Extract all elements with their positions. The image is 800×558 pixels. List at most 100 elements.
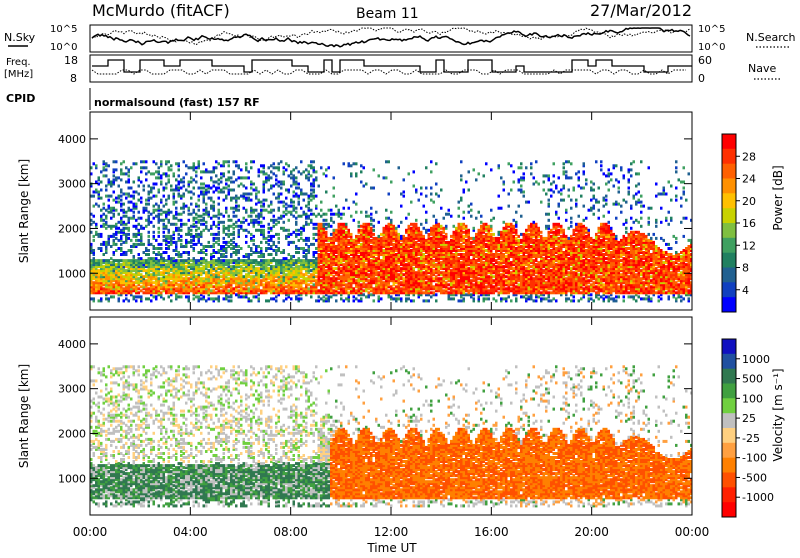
heatmap-cell xyxy=(155,291,158,295)
heatmap-cell xyxy=(240,277,243,281)
heatmap-cell xyxy=(120,242,123,246)
heatmap-cell xyxy=(152,208,155,212)
heatmap-cell xyxy=(102,174,105,178)
heatmap-cell xyxy=(260,283,263,287)
heatmap-cell xyxy=(282,289,285,293)
heatmap-cell xyxy=(95,265,98,269)
heatmap-cell xyxy=(422,253,425,256)
heatmap-cell xyxy=(265,283,268,287)
heatmap-cell xyxy=(170,281,173,285)
heatmap-cell xyxy=(202,271,205,275)
heatmap-cell xyxy=(140,200,143,204)
heatmap-cell xyxy=(112,291,115,295)
heatmap-cell xyxy=(290,172,293,176)
heatmap-cell xyxy=(172,194,175,198)
heatmap-cell xyxy=(145,208,148,212)
heatmap-cell xyxy=(227,214,230,218)
heatmap-cell xyxy=(217,196,220,200)
heatmap-cell xyxy=(245,291,248,295)
heatmap-cell xyxy=(137,184,140,188)
heatmap-cell xyxy=(247,257,250,261)
heatmap-cell xyxy=(265,265,268,269)
heatmap-cell xyxy=(232,281,235,285)
heatmap-cell xyxy=(97,281,100,285)
heatmap-cell xyxy=(192,281,195,285)
heatmap-cell xyxy=(305,277,308,281)
heatmap-cell xyxy=(277,281,280,285)
heatmap-cell xyxy=(115,176,118,180)
heatmap-cell xyxy=(247,299,250,303)
heatmap-cell xyxy=(275,295,278,299)
heatmap-cell xyxy=(177,226,180,230)
heatmap-cell xyxy=(167,194,170,198)
heatmap-cell xyxy=(267,299,270,303)
heatmap-cell xyxy=(295,269,298,273)
heatmap-cell xyxy=(282,261,285,265)
heatmap-cell xyxy=(175,184,178,188)
heatmap-cell xyxy=(142,291,145,295)
heatmap-cell xyxy=(347,238,350,242)
heatmap-cell xyxy=(290,200,293,204)
heatmap-cell xyxy=(132,245,135,248)
heatmap-cell xyxy=(227,277,230,281)
heatmap-cell xyxy=(267,271,270,275)
heatmap-cell xyxy=(247,273,250,277)
heatmap-cell xyxy=(107,210,110,214)
heatmap-cell xyxy=(200,182,203,186)
heatmap-cell xyxy=(137,265,140,269)
heatmap-cell xyxy=(222,253,225,256)
heatmap-cell xyxy=(292,273,295,277)
heatmap-cell xyxy=(112,271,115,275)
heatmap-cell xyxy=(167,230,170,234)
heatmap-cell xyxy=(212,263,215,267)
heatmap-cell xyxy=(172,281,175,285)
heatmap-cell xyxy=(395,285,398,289)
heatmap-cell xyxy=(190,289,193,293)
heatmap-cell xyxy=(175,242,178,246)
heatmap-cell xyxy=(295,283,298,287)
heatmap-cell xyxy=(217,285,220,289)
heatmap-cell xyxy=(112,287,115,291)
heatmap-cell xyxy=(120,253,123,256)
heatmap-cell xyxy=(297,283,300,287)
heatmap-cell xyxy=(247,196,250,200)
heatmap-cell xyxy=(117,277,120,281)
heatmap-cell xyxy=(295,176,298,180)
heatmap-cell xyxy=(102,160,105,164)
heatmap-cell xyxy=(242,289,245,293)
heatmap-cell xyxy=(190,180,193,184)
heatmap-cell xyxy=(142,166,145,170)
heatmap-cell xyxy=(285,291,288,295)
heatmap-cell xyxy=(145,261,148,265)
heatmap-cell xyxy=(200,287,203,291)
heatmap-cell xyxy=(307,279,310,283)
heatmap-cell xyxy=(92,283,95,287)
heatmap-cell xyxy=(135,224,138,228)
heatmap-cell xyxy=(305,168,308,172)
heatmap-cell xyxy=(135,218,138,222)
heatmap-cell xyxy=(122,289,125,293)
heatmap-cell xyxy=(192,265,195,269)
heatmap-cell xyxy=(95,166,98,170)
heatmap-cell xyxy=(202,198,205,202)
heatmap-cell xyxy=(107,263,110,267)
heatmap-cell xyxy=(232,287,235,291)
heatmap-cell xyxy=(175,186,178,190)
heatmap-cell xyxy=(132,180,135,184)
heatmap-cell xyxy=(177,295,180,299)
heatmap-cell xyxy=(135,289,138,293)
heatmap-cell xyxy=(120,265,123,269)
heatmap-cell xyxy=(250,283,253,287)
heatmap-cell xyxy=(275,166,278,170)
heatmap-cell xyxy=(167,273,170,277)
heatmap-cell xyxy=(385,224,388,228)
heatmap-cell xyxy=(257,271,260,275)
heatmap-cell xyxy=(235,214,238,218)
heatmap-cell xyxy=(130,289,133,293)
heatmap-cell xyxy=(277,200,280,204)
heatmap-cell xyxy=(282,210,285,214)
heatmap-cell xyxy=(120,263,123,267)
heatmap-cell xyxy=(145,265,148,269)
heatmap-cell xyxy=(260,261,263,265)
heatmap-cell xyxy=(222,174,225,178)
